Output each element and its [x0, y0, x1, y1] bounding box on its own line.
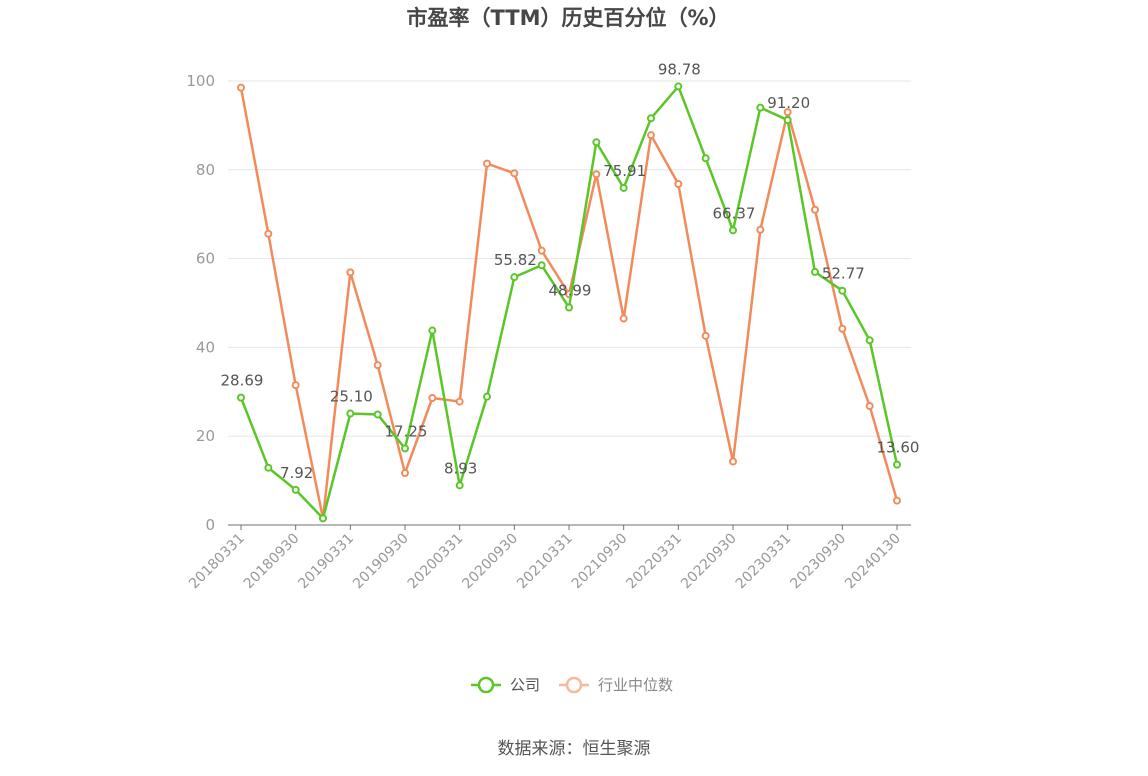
data-point[interactable] [592, 170, 601, 179]
legend-label: 行业中位数 [598, 676, 673, 694]
y-tick-label: 60 [196, 250, 215, 268]
legend-label: 公司 [510, 676, 540, 694]
data-label: 75.91 [603, 162, 646, 180]
data-point[interactable] [619, 314, 628, 323]
data-label: 28.69 [221, 372, 264, 390]
series-company [237, 82, 901, 523]
data-point[interactable] [428, 326, 437, 335]
x-tick-label: 20190331 [295, 531, 357, 593]
data-point[interactable] [729, 226, 737, 235]
x-tick-label: 20240130 [842, 531, 904, 593]
data-point[interactable] [592, 138, 601, 147]
data-point[interactable] [401, 469, 409, 478]
x-tick-label: 20230331 [733, 531, 795, 593]
data-point[interactable] [291, 485, 300, 494]
data-point[interactable] [811, 267, 819, 276]
data-point[interactable] [838, 324, 847, 333]
data-point[interactable] [647, 114, 655, 123]
data-point[interactable] [237, 393, 245, 402]
data-point[interactable] [455, 397, 464, 406]
grid [228, 80, 911, 437]
data-point[interactable] [537, 261, 546, 270]
x-tick-label: 20190930 [350, 531, 412, 593]
x-tick-label: 20220930 [678, 531, 740, 593]
data-label: 91.20 [767, 94, 810, 112]
data-point[interactable] [510, 169, 519, 178]
y-tick-label: 40 [196, 338, 215, 356]
data-label: 17.25 [385, 422, 428, 440]
data-point[interactable] [346, 409, 355, 418]
data-point[interactable] [291, 381, 300, 390]
data-point[interactable] [319, 514, 327, 523]
data-label: 8.93 [444, 459, 477, 477]
legend: 公司 行业中位数 [471, 676, 673, 694]
data-point[interactable] [783, 116, 792, 125]
data-labels: 28.69 7.92 25.10 17.25 8.93 55.82 48.99 75.91 98… [221, 60, 920, 481]
data-label: 25.10 [330, 388, 373, 406]
data-point[interactable] [647, 131, 655, 140]
data-point[interactable] [237, 83, 245, 92]
x-tick-label: 20210331 [514, 531, 576, 593]
data-label: 98.78 [658, 60, 701, 78]
data-point[interactable] [264, 463, 273, 472]
source-note: 数据来源：恒生聚源 [498, 739, 651, 759]
data-point[interactable] [783, 108, 792, 117]
data-point[interactable] [701, 331, 710, 340]
data-point[interactable] [619, 183, 628, 192]
legend-marker [565, 676, 583, 694]
x-tick-label: 20220331 [623, 531, 685, 593]
data-point[interactable] [565, 303, 573, 312]
series-lines [237, 82, 901, 523]
data-point[interactable] [510, 273, 519, 282]
data-point[interactable] [811, 205, 819, 214]
y-tick-label: 100 [186, 72, 215, 90]
data-point[interactable] [729, 457, 737, 466]
data-point[interactable] [346, 268, 355, 277]
legend-item-industry-median[interactable]: 行业中位数 [559, 676, 673, 694]
x-tick-label: 20200331 [405, 531, 467, 593]
data-point[interactable] [428, 394, 437, 403]
data-point[interactable] [701, 154, 710, 163]
data-point[interactable] [865, 402, 874, 411]
data-label: 55.82 [494, 251, 537, 269]
x-tick-label: 20180331 [186, 531, 248, 593]
data-point[interactable] [455, 481, 464, 490]
x-tick-label: 20210930 [569, 531, 631, 593]
y-tick-label: 0 [205, 516, 215, 534]
x-tick-label: 20200930 [459, 531, 521, 593]
data-label: 48.99 [549, 281, 592, 299]
y-tick-label: 80 [196, 161, 215, 179]
data-point[interactable] [756, 225, 765, 234]
data-label: 7.92 [280, 464, 313, 482]
data-point[interactable] [483, 392, 491, 401]
data-point[interactable] [838, 286, 847, 295]
series-industry-median [237, 83, 901, 523]
data-point[interactable] [674, 82, 683, 91]
x-tick-label: 20230930 [787, 531, 849, 593]
data-point[interactable] [264, 229, 273, 238]
data-point[interactable] [893, 496, 901, 505]
x-tick-label: 20180930 [241, 531, 303, 593]
data-point[interactable] [401, 444, 409, 453]
axes: 0 20 40 60 80 100 2018033120180930201903312019… [186, 72, 911, 592]
y-tick-label: 20 [196, 427, 215, 445]
data-point[interactable] [373, 361, 382, 370]
data-label: 13.60 [877, 439, 920, 457]
legend-item-company[interactable]: 公司 [471, 676, 540, 694]
data-point[interactable] [865, 336, 874, 345]
data-point[interactable] [893, 460, 901, 469]
data-point[interactable] [756, 103, 765, 112]
data-point[interactable] [537, 246, 546, 255]
legend-marker [477, 676, 495, 694]
data-point[interactable] [373, 410, 382, 419]
data-point[interactable] [674, 180, 683, 189]
data-label: 52.77 [822, 265, 865, 283]
data-point[interactable] [483, 159, 491, 168]
chart-title: 市盈率（TTM）历史百分位（%） [406, 6, 729, 30]
data-label: 66.37 [713, 204, 756, 222]
